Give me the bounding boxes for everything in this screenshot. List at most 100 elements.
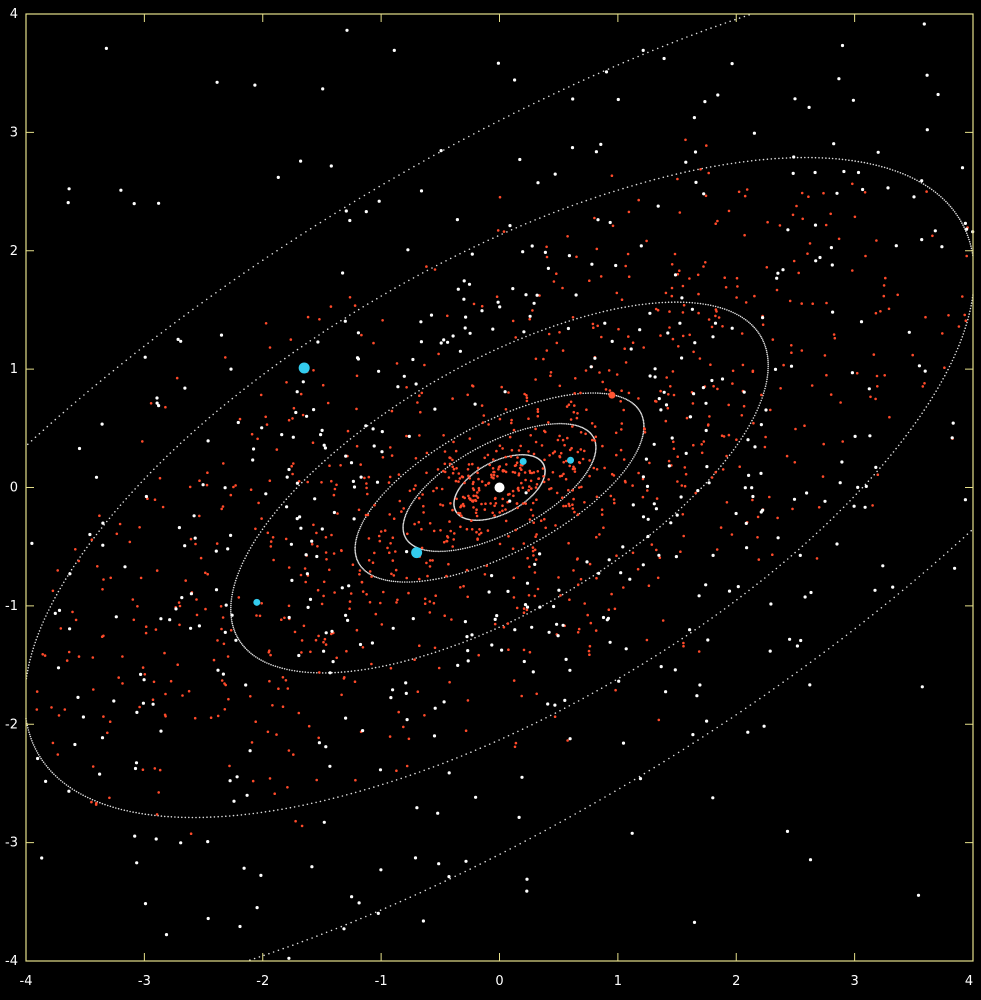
- orbit-dot: [490, 418, 493, 420]
- orbit-dot: [479, 863, 482, 865]
- orbit-dot: [410, 394, 413, 397]
- asteroid-point: [390, 572, 393, 576]
- orbit-dot: [418, 580, 421, 583]
- orbit-dot: [730, 162, 733, 165]
- orbit-dot: [59, 587, 61, 590]
- asteroid-point: [333, 591, 336, 594]
- orbit-dot: [801, 545, 804, 547]
- asteroid-point: [497, 468, 500, 471]
- orbit-dot: [337, 671, 340, 674]
- orbit-dot: [581, 582, 583, 584]
- asteroid-point: [544, 430, 547, 434]
- asteroid-point: [320, 602, 324, 606]
- orbit-dot: [633, 778, 636, 781]
- orbit-dot: [641, 414, 643, 416]
- asteroid-point: [232, 799, 236, 803]
- orbit-dot: [524, 840, 526, 842]
- asteroid-point: [688, 415, 692, 419]
- orbit-dot: [887, 457, 889, 460]
- orbit-dot: [518, 110, 520, 112]
- asteroid-point: [271, 536, 275, 539]
- asteroid-point: [869, 395, 872, 399]
- asteroid-point: [589, 365, 593, 369]
- asteroid-point: [613, 501, 616, 505]
- asteroid-point: [486, 453, 490, 457]
- asteroid-point: [851, 98, 856, 102]
- orbit-dot: [849, 500, 851, 502]
- asteroid-point: [690, 307, 695, 311]
- asteroid-point: [379, 530, 383, 533]
- orbit-dot: [712, 305, 714, 307]
- orbit-dot: [520, 454, 522, 456]
- orbit-dot: [231, 622, 234, 625]
- asteroid-point: [532, 521, 535, 524]
- asteroid-point: [491, 327, 495, 331]
- asteroid-point: [676, 455, 679, 459]
- asteroid-point: [468, 437, 472, 440]
- asteroid-point: [489, 502, 492, 505]
- asteroid-point: [354, 778, 357, 782]
- orbit-dot: [443, 576, 446, 579]
- orbit-dot: [39, 627, 42, 629]
- asteroid-point: [894, 244, 898, 248]
- orbit-dot: [355, 554, 357, 556]
- orbit-dot: [295, 487, 298, 490]
- asteroid-point: [603, 466, 606, 470]
- orbit-dot: [51, 771, 54, 774]
- asteroid-point: [676, 177, 679, 181]
- orbit-dot: [402, 529, 405, 531]
- orbit-dot: [579, 810, 581, 812]
- orbit-dot: [62, 411, 65, 414]
- orbit-dot: [486, 541, 489, 543]
- orbit-dot: [394, 287, 396, 289]
- asteroid-point: [563, 698, 567, 703]
- orbit-dot: [698, 626, 701, 628]
- asteroid-point: [461, 502, 465, 506]
- orbit-dot: [304, 671, 307, 673]
- orbit-dot: [452, 549, 455, 552]
- asteroid-point: [361, 646, 365, 649]
- orbit-dot: [594, 443, 597, 446]
- asteroid-point: [466, 699, 470, 702]
- asteroid-point: [670, 436, 674, 440]
- asteroid-point: [344, 613, 348, 618]
- asteroid-point: [891, 585, 895, 589]
- orbit-dot: [739, 315, 742, 318]
- orbit-dot: [77, 792, 80, 794]
- asteroid-point: [596, 218, 600, 222]
- orbit-dot: [676, 40, 678, 42]
- asteroid-point: [524, 491, 528, 495]
- asteroid-point: [372, 341, 375, 345]
- orbit-dot: [766, 355, 769, 358]
- asteroid-point: [476, 496, 480, 499]
- asteroid-point: [471, 384, 474, 387]
- asteroid-point: [575, 255, 578, 259]
- asteroid-point: [790, 344, 793, 347]
- asteroid-point: [568, 737, 572, 741]
- orbit-dot: [493, 516, 496, 519]
- orbit-dot: [357, 562, 360, 564]
- asteroid-point: [154, 628, 158, 631]
- orbit-dot: [26, 724, 29, 727]
- asteroid-point: [741, 363, 745, 367]
- orbit-dot: [33, 746, 36, 748]
- asteroid-point: [829, 393, 833, 396]
- asteroid-point: [66, 201, 70, 205]
- orbit-dot: [325, 931, 328, 934]
- asteroid-point: [91, 656, 95, 659]
- orbit-dot: [332, 797, 335, 799]
- asteroid-point: [473, 402, 477, 406]
- orbit-dot: [371, 667, 373, 670]
- asteroid-point: [735, 276, 739, 280]
- orbit-dot: [515, 454, 518, 456]
- asteroid-point: [853, 434, 857, 438]
- asteroid-point: [294, 819, 297, 823]
- orbit-dot: [829, 519, 832, 522]
- orbit-dot: [55, 593, 58, 596]
- asteroid-point: [504, 455, 508, 459]
- asteroid-point: [792, 259, 796, 263]
- orbit-dot: [359, 790, 362, 792]
- orbit-dot: [617, 189, 620, 191]
- orbit-dot: [278, 506, 281, 509]
- asteroid-point: [627, 335, 630, 338]
